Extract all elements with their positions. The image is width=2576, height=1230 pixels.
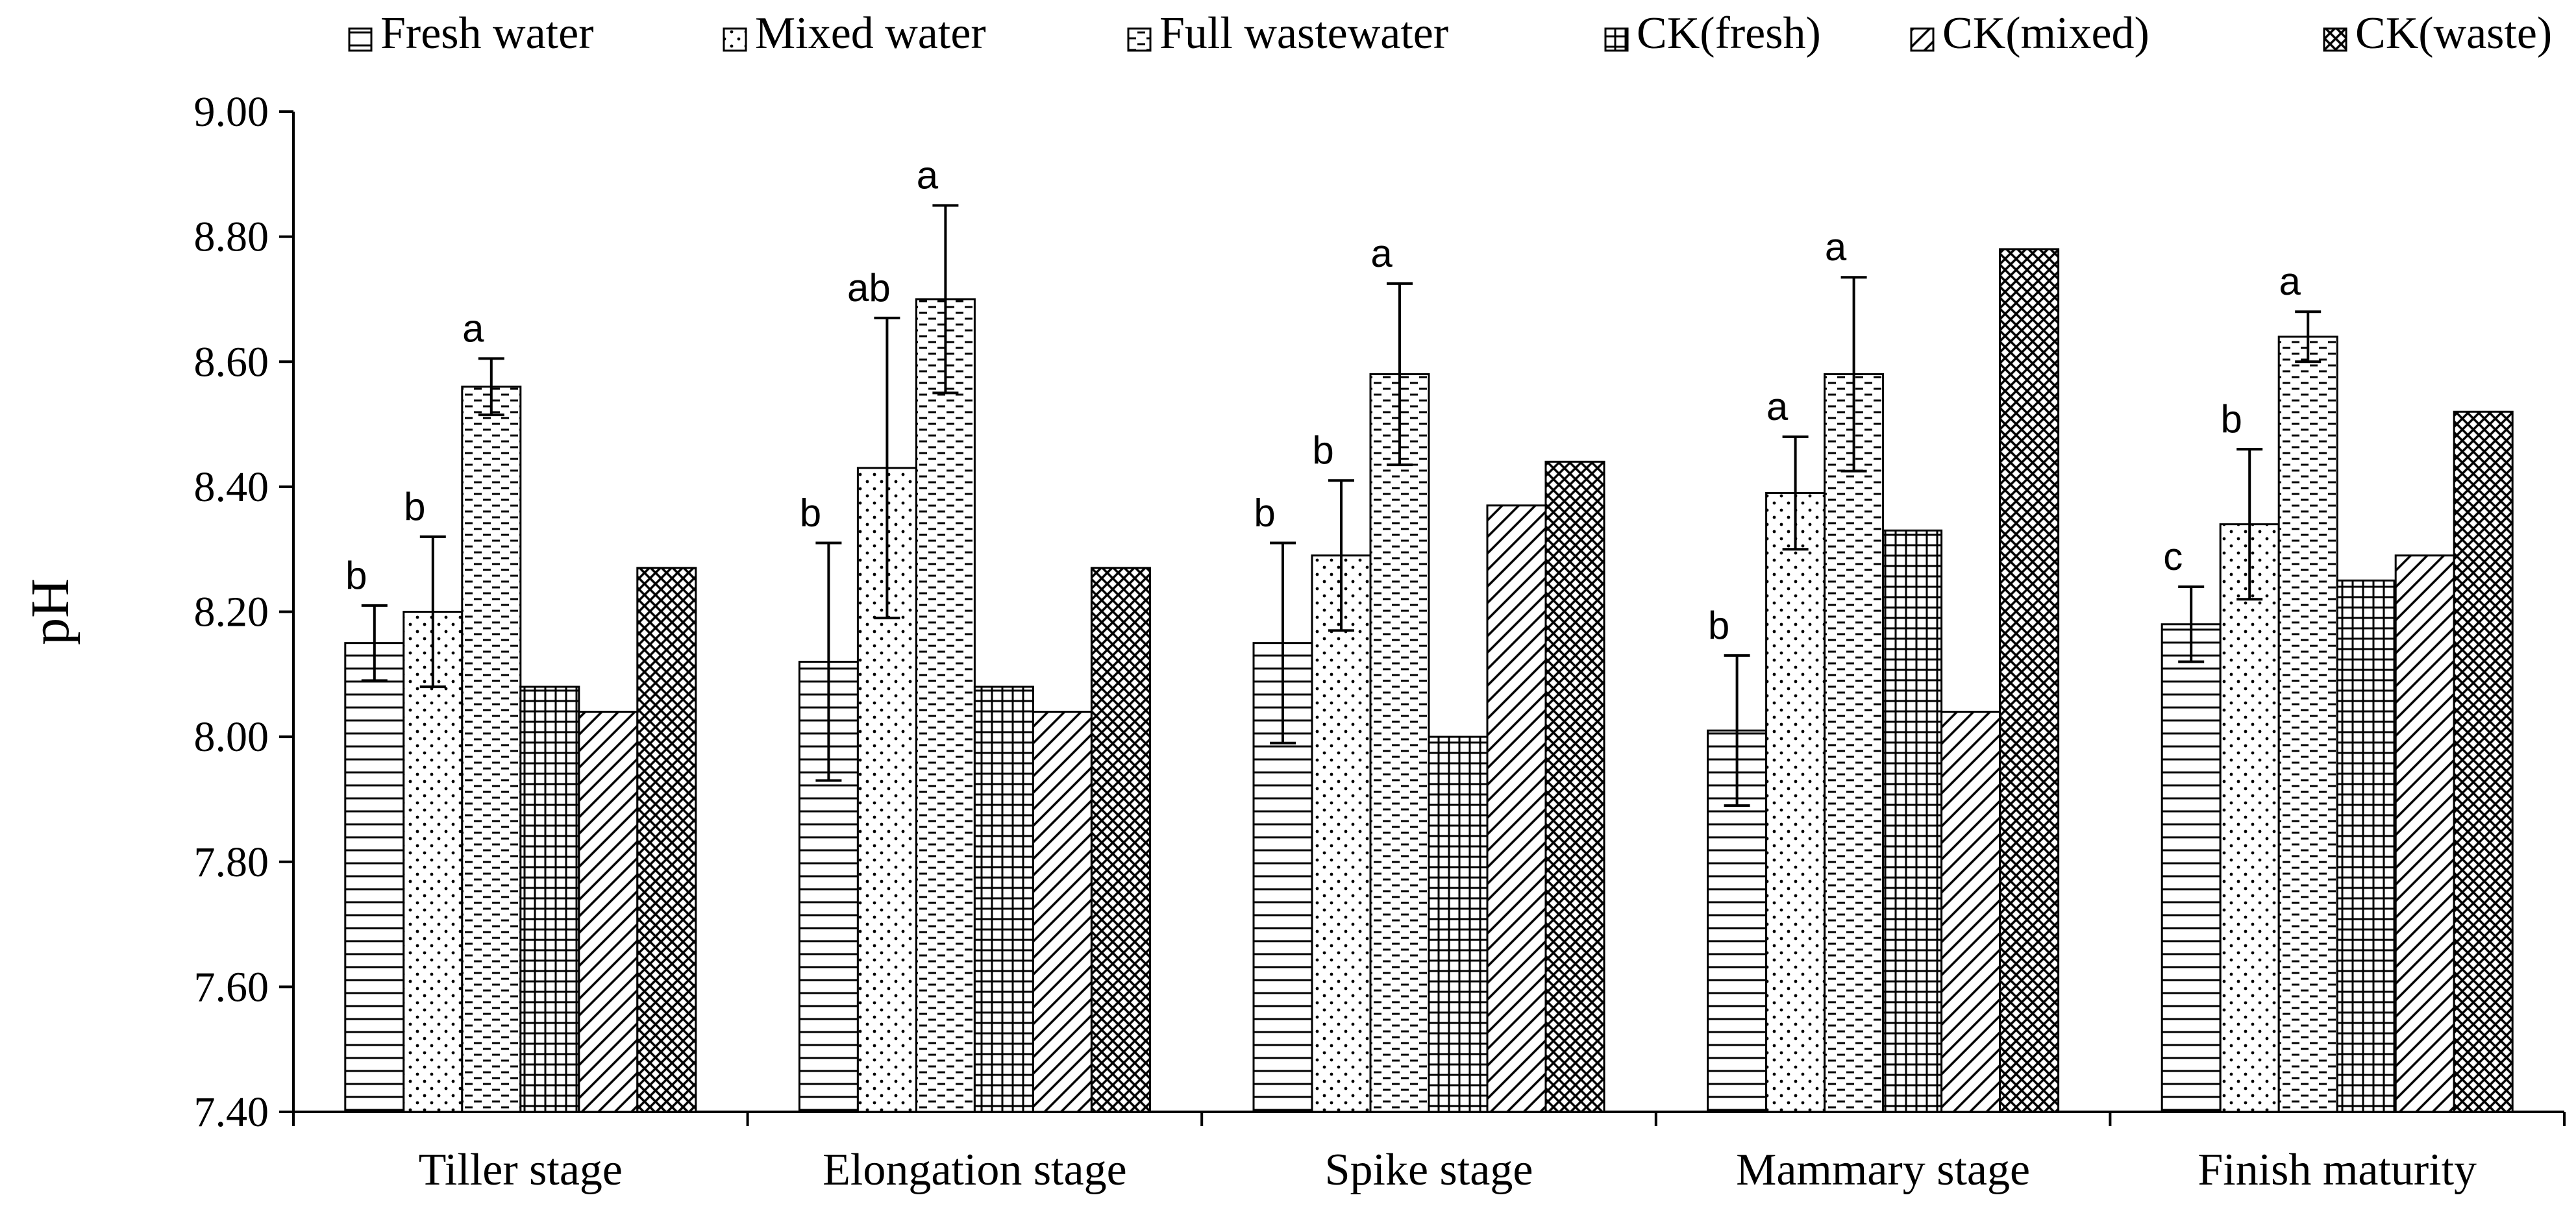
significance-label: b <box>2221 397 2242 441</box>
significance-label: b <box>800 491 821 535</box>
bar <box>2219 523 2280 1113</box>
bar <box>1090 567 1151 1113</box>
y-tick-label: 8.00 <box>194 713 269 761</box>
y-tick-label: 7.60 <box>194 963 269 1011</box>
y-tick-label: 8.80 <box>194 214 269 261</box>
bar <box>1428 735 1489 1113</box>
significance-label: c <box>2163 535 2183 578</box>
bar <box>915 298 976 1113</box>
bar <box>461 386 522 1113</box>
x-category-label: Elongation stage <box>823 1145 1127 1195</box>
series-fresh-water: b b b b c <box>344 491 2222 1113</box>
x-category-label: Mammary stage <box>1736 1145 2030 1195</box>
significance-label: a <box>1370 232 1393 275</box>
series-ck-mixed <box>578 504 2455 1113</box>
legend-swatch <box>1910 27 1935 52</box>
bar <box>1032 711 1093 1113</box>
significance-label: a <box>1766 385 1789 428</box>
series-full-wastewater: a a a a a <box>461 153 2338 1113</box>
legend-item: CK(waste) <box>2323 8 2552 58</box>
bar <box>973 685 1034 1113</box>
legend-label: CK(mixed) <box>1942 8 2149 58</box>
significance-label: b <box>345 554 367 597</box>
significance-label: a <box>462 306 484 350</box>
series-ck-waste <box>636 248 2514 1113</box>
legend-item: Fresh water <box>348 8 594 58</box>
bar <box>1369 373 1430 1113</box>
bar <box>1882 529 1943 1113</box>
significance-label: a <box>2279 260 2301 303</box>
bar <box>2161 623 2222 1113</box>
y-tick-label: 7.80 <box>194 839 269 886</box>
significance-label: ab <box>847 266 891 310</box>
significance-label: a <box>917 153 939 197</box>
x-category-label: Tiller stage <box>419 1145 623 1195</box>
significance-label: b <box>1708 604 1729 647</box>
bar <box>578 711 639 1113</box>
bar <box>1999 248 2060 1113</box>
series-ck-fresh <box>519 529 2397 1113</box>
significance-label: b <box>404 485 425 528</box>
plot-area: 7.40 7.60 7.80 8.00 8.20 8.40 8.60 8.80 9.00 pH Ti… <box>20 88 2566 1195</box>
y-tick-label: 8.20 <box>194 589 269 636</box>
bar <box>1311 554 1372 1113</box>
y-tick-label: 8.40 <box>194 463 269 511</box>
legend-swatch <box>348 27 373 52</box>
y-tick-label: 8.60 <box>194 338 269 386</box>
legend-swatch <box>1127 27 1152 52</box>
y-tick-label: 7.40 <box>194 1089 269 1136</box>
legend-swatch <box>723 27 747 52</box>
legend-label: Mixed water <box>755 8 986 58</box>
y-axis-label: pH <box>20 578 80 645</box>
significance-label: b <box>1312 428 1333 472</box>
legend-item: Full wastewater <box>1127 8 1448 58</box>
bar <box>2394 554 2455 1113</box>
bar <box>1824 373 1885 1113</box>
legend-item: CK(mixed) <box>1910 8 2149 58</box>
legend-item: Mixed water <box>723 8 986 58</box>
legend-label: CK(fresh) <box>1637 8 1821 58</box>
significance-label: b <box>1254 491 1275 535</box>
bar <box>519 685 580 1113</box>
bar <box>2277 336 2338 1113</box>
legend-item: CK(fresh) <box>1604 8 1821 58</box>
legend-label: Fresh water <box>380 8 594 58</box>
bar <box>1940 711 2001 1113</box>
legend: Fresh water Mixed water Full wastewater CK(… <box>348 8 2552 58</box>
bar <box>2453 410 2514 1113</box>
significance-label: a <box>1825 225 1847 269</box>
legend-label: Full wastewater <box>1159 8 1448 58</box>
bar <box>1486 504 1547 1113</box>
x-category-label: Spike stage <box>1325 1145 1533 1195</box>
bar <box>344 642 405 1113</box>
bar <box>1765 492 1826 1113</box>
legend-swatch <box>1604 27 1629 52</box>
bar <box>1544 460 1605 1113</box>
bar <box>2336 579 2397 1113</box>
y-tick-label: 9.00 <box>194 88 269 136</box>
legend-swatch <box>2323 27 2347 52</box>
x-category-label: Finish maturity <box>2198 1145 2477 1195</box>
bar <box>636 567 697 1113</box>
legend-label: CK(waste) <box>2355 8 2552 58</box>
